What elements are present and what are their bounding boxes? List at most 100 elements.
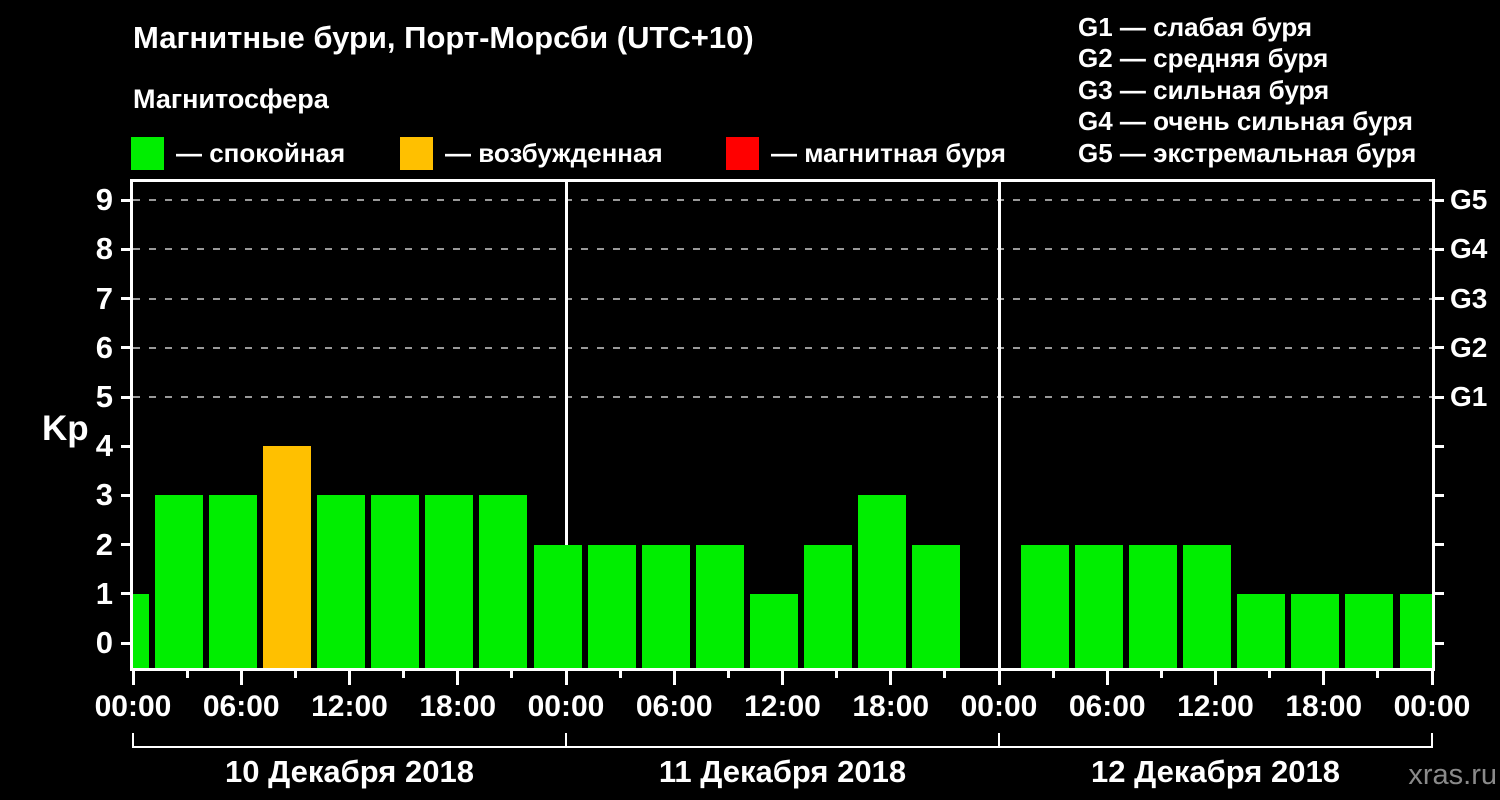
day-separator-line <box>564 182 568 668</box>
x-axis-tick-label: 12:00 <box>311 690 388 723</box>
y-axis-tick-right <box>1435 346 1444 350</box>
kp-bar <box>1345 593 1394 668</box>
excited-color-swatch <box>400 136 433 170</box>
legend-item-label: — магнитная буря <box>771 137 1006 168</box>
x-axis-tick <box>618 671 622 678</box>
x-axis-tick <box>1214 671 1217 685</box>
quiet-color-swatch <box>131 136 164 170</box>
x-axis-tick-label: 00:00 <box>527 690 605 723</box>
x-axis-tick <box>835 671 839 678</box>
dashed-gridline <box>133 248 1432 251</box>
legend-item-excited: — возбужденная <box>400 136 663 170</box>
x-axis-tick-label: 00:00 <box>94 690 172 723</box>
g-scale-label: G2 <box>1450 331 1488 363</box>
g-scale-label: G5 <box>1450 184 1488 216</box>
kp-bar <box>262 446 311 668</box>
legend-item-label: — спокойная <box>176 137 346 168</box>
legend-item-label: — возбужденная <box>445 137 663 168</box>
chart-title: Магнитные бури, Порт-Морсби (UTC+10) <box>133 20 754 55</box>
kp-bar <box>587 544 636 668</box>
y-axis-tick <box>121 592 130 596</box>
y-axis-tick-label: 4 <box>95 428 113 464</box>
x-axis-tick <box>1376 671 1380 678</box>
y-axis-tick <box>121 641 130 645</box>
x-axis-tick <box>402 671 406 678</box>
x-axis-tick <box>1105 671 1109 685</box>
y-axis-title: Kp <box>42 409 89 448</box>
kp-bar <box>1020 544 1069 668</box>
x-axis-tick <box>1268 671 1272 678</box>
kp-bar <box>133 593 149 668</box>
day-bracket-tick <box>132 733 134 748</box>
storm-color-swatch <box>726 136 759 170</box>
x-axis-tick <box>456 671 460 685</box>
x-axis-tick <box>348 671 351 685</box>
x-axis-tick <box>1430 671 1434 685</box>
kp-bar <box>641 544 690 668</box>
x-axis-tick <box>1322 671 1326 685</box>
y-axis-tick-label: 6 <box>95 329 113 365</box>
date-label: 11 Декабря 2018 <box>658 754 907 789</box>
kp-bar <box>858 495 907 668</box>
x-axis-tick <box>889 671 893 685</box>
day-bracket-tick <box>1431 733 1433 748</box>
day-bracket-line <box>133 746 1432 748</box>
y-axis-tick-right <box>1435 444 1444 448</box>
y-axis-tick-label: 0 <box>95 625 113 660</box>
y-axis-tick-label: 8 <box>95 231 113 267</box>
dashed-gridline <box>133 199 1432 202</box>
kp-bar <box>208 495 257 668</box>
y-axis-tick-label: 7 <box>95 280 113 316</box>
y-axis-tick-label: 9 <box>95 182 113 218</box>
y-axis-tick <box>121 297 130 301</box>
kp-bar <box>1128 544 1177 668</box>
kp-bar <box>533 544 582 668</box>
x-axis-tick-label: 06:00 <box>1068 690 1146 723</box>
x-axis-tick <box>726 671 730 678</box>
y-axis-tick <box>121 543 130 547</box>
y-axis-tick-label: 2 <box>95 526 113 562</box>
x-axis-tick-label: 06:00 <box>202 690 280 723</box>
kp-bar <box>425 495 474 668</box>
x-axis-tick-label: 12:00 <box>744 690 821 723</box>
x-axis-tick-label: 06:00 <box>635 690 713 723</box>
y-axis-tick-right <box>1435 543 1444 547</box>
storm-scale-item-g5: G5 — экстремальная буря <box>1078 137 1417 168</box>
kp-bar <box>695 544 744 668</box>
chart-subtitle: Магнитосфера <box>133 84 329 114</box>
x-axis-tick <box>131 671 135 685</box>
x-axis-tick <box>293 671 297 678</box>
y-axis-tick-right <box>1435 395 1444 399</box>
storm-scale-item-g1: G1 — слабая буря <box>1078 12 1313 42</box>
kp-bar <box>1399 593 1432 668</box>
storm-scale-item-g4: G4 — очень сильная буря <box>1078 106 1413 137</box>
x-axis-tick <box>672 671 676 685</box>
x-axis-tick <box>781 671 784 685</box>
x-axis-tick-label: 00:00 <box>1393 690 1471 723</box>
y-axis-tick-right <box>1435 247 1444 251</box>
g-scale-label: G3 <box>1450 282 1488 314</box>
x-axis-tick <box>185 671 189 678</box>
plot-area <box>130 179 1435 671</box>
date-label: 12 Декабря 2018 <box>1091 754 1340 789</box>
g-scale-label: G4 <box>1450 233 1488 265</box>
y-axis-tick <box>121 198 130 202</box>
x-axis-tick-label: 18:00 <box>419 690 497 723</box>
y-axis-tick <box>121 395 130 399</box>
storm-scale-item-g2: G2 — средняя буря <box>1078 43 1329 74</box>
kp-bar <box>371 495 420 668</box>
day-bracket-tick <box>565 733 567 748</box>
kp-bar <box>750 593 798 668</box>
kp-bar <box>912 544 961 668</box>
kp-bar <box>1291 593 1340 668</box>
storm-scale-legend: G1 — слабая буря G2 — средняя буря G3 — … <box>1078 12 1416 169</box>
x-axis-tick-label: 00:00 <box>960 690 1038 723</box>
y-axis-tick-label: 1 <box>95 575 113 611</box>
y-axis-tick <box>121 247 130 251</box>
kp-bar <box>317 495 365 668</box>
legend-item-storm: — магнитная буря <box>726 136 1006 170</box>
x-axis-tick <box>943 671 947 678</box>
x-axis-tick <box>239 671 243 685</box>
storm-scale-item-g3: G3 — сильная буря <box>1078 74 1330 105</box>
y-axis-tick <box>121 493 130 497</box>
